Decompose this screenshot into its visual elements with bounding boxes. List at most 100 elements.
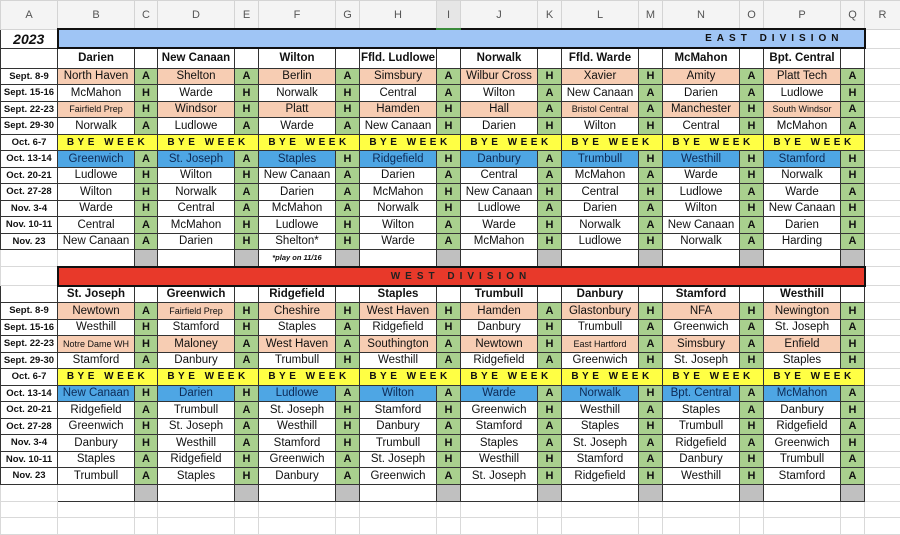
home-away-cell[interactable]: H	[135, 336, 158, 353]
cell[interactable]	[360, 484, 437, 501]
opponent-cell[interactable]: Ridgefield	[58, 402, 135, 419]
cell[interactable]	[764, 501, 841, 518]
week-date[interactable]: Oct. 27-28	[1, 418, 58, 435]
bye-week-cell[interactable]: BYE WEEK	[663, 369, 764, 386]
home-away-cell[interactable]: H	[235, 468, 259, 485]
opponent-cell[interactable]: Manchester	[663, 101, 740, 118]
cell[interactable]	[865, 468, 900, 485]
opponent-cell[interactable]: Xavier	[562, 68, 639, 85]
opponent-cell[interactable]: St. Joseph	[158, 151, 235, 168]
week-date[interactable]: Oct. 6-7	[1, 369, 58, 386]
home-away-cell[interactable]: A	[740, 184, 764, 201]
cell[interactable]	[740, 518, 764, 535]
home-away-cell[interactable]: A	[437, 68, 461, 85]
opponent-cell[interactable]: Greenwich	[58, 418, 135, 435]
home-away-cell[interactable]: A	[538, 352, 562, 369]
cell[interactable]	[461, 501, 538, 518]
opponent-cell[interactable]: Westhill	[158, 435, 235, 452]
opponent-cell[interactable]: Trumbull	[764, 451, 841, 468]
opponent-cell[interactable]: Stamford	[764, 151, 841, 168]
home-away-cell[interactable]: H	[437, 184, 461, 201]
home-away-cell[interactable]: H	[135, 200, 158, 217]
opponent-cell[interactable]: Westhill	[360, 352, 437, 369]
home-away-cell[interactable]: A	[538, 418, 562, 435]
cell[interactable]	[865, 233, 900, 250]
home-away-cell[interactable]: H	[841, 200, 865, 217]
cell[interactable]	[865, 68, 900, 85]
opponent-cell[interactable]: Warde	[764, 184, 841, 201]
cell[interactable]	[663, 518, 740, 535]
home-away-cell[interactable]: A	[235, 151, 259, 168]
column-header-d[interactable]: D	[158, 1, 235, 30]
opponent-cell[interactable]: Ludlowe	[562, 233, 639, 250]
opponent-cell[interactable]: Darien	[158, 385, 235, 402]
home-away-cell[interactable]: A	[135, 451, 158, 468]
cell[interactable]	[58, 250, 135, 267]
opponent-cell[interactable]: Shelton	[158, 68, 235, 85]
home-away-cell[interactable]: A	[235, 68, 259, 85]
opponent-cell[interactable]: Westhill	[58, 319, 135, 336]
cell[interactable]	[865, 451, 900, 468]
team-name-header[interactable]: Staples	[360, 286, 437, 303]
bye-week-cell[interactable]: BYE WEEK	[259, 134, 360, 151]
opponent-cell[interactable]: St. Joseph	[259, 402, 336, 419]
home-away-cell[interactable]: H	[841, 85, 865, 102]
opponent-cell[interactable]: Bpt. Central	[663, 385, 740, 402]
home-away-header[interactable]	[538, 286, 562, 303]
column-header-l[interactable]: L	[562, 1, 639, 30]
cell[interactable]	[259, 501, 336, 518]
column-header-n[interactable]: N	[663, 1, 740, 30]
home-away-cell[interactable]: A	[235, 336, 259, 353]
cell[interactable]	[865, 484, 900, 501]
home-away-cell[interactable]: A	[235, 435, 259, 452]
team-name-header[interactable]: Danbury	[562, 286, 639, 303]
opponent-cell[interactable]: New Canaan	[764, 200, 841, 217]
home-away-cell[interactable]: H	[437, 435, 461, 452]
home-away-cell[interactable]: A	[841, 418, 865, 435]
opponent-cell[interactable]: Greenwich	[562, 352, 639, 369]
home-away-cell[interactable]: H	[235, 233, 259, 250]
home-away-cell[interactable]: A	[841, 468, 865, 485]
cell[interactable]	[865, 217, 900, 234]
opponent-cell[interactable]: Greenwich	[58, 151, 135, 168]
cell[interactable]	[135, 518, 158, 535]
home-away-cell[interactable]: H	[841, 303, 865, 320]
bye-week-cell[interactable]: BYE WEEK	[764, 369, 865, 386]
home-away-cell[interactable]: A	[336, 319, 360, 336]
cell[interactable]	[58, 501, 135, 518]
opponent-cell[interactable]: Norwalk	[58, 118, 135, 135]
opponent-cell[interactable]: Shelton*	[259, 233, 336, 250]
home-away-cell[interactable]: H	[235, 101, 259, 118]
home-away-cell[interactable]: H	[135, 167, 158, 184]
team-name-header[interactable]: Darien	[58, 48, 135, 68]
cell[interactable]	[865, 134, 900, 151]
cell[interactable]	[865, 385, 900, 402]
opponent-cell[interactable]: Greenwich	[259, 451, 336, 468]
opponent-cell[interactable]: Norwalk	[764, 167, 841, 184]
cell[interactable]	[360, 250, 437, 267]
home-away-header[interactable]	[336, 48, 360, 68]
opponent-cell[interactable]: Westhill	[663, 468, 740, 485]
opponent-cell[interactable]: Ridgefield	[158, 451, 235, 468]
column-header-r[interactable]: R	[865, 1, 900, 30]
home-away-cell[interactable]: A	[639, 200, 663, 217]
opponent-cell[interactable]: Stamford	[360, 402, 437, 419]
opponent-cell[interactable]: Norwalk	[360, 200, 437, 217]
home-away-cell[interactable]: H	[841, 167, 865, 184]
opponent-cell[interactable]: NFA	[663, 303, 740, 320]
home-away-cell[interactable]: H	[538, 233, 562, 250]
opponent-cell[interactable]: Danbury	[461, 151, 538, 168]
west-division-banner[interactable]: WEST DIVISION	[58, 267, 865, 286]
cell[interactable]	[158, 484, 235, 501]
home-away-cell[interactable]: H	[437, 200, 461, 217]
cell[interactable]	[235, 518, 259, 535]
opponent-cell[interactable]: Trumbull	[562, 151, 639, 168]
cell[interactable]	[437, 501, 461, 518]
home-away-cell[interactable]: A	[437, 233, 461, 250]
home-away-cell[interactable]: A	[437, 217, 461, 234]
home-away-cell[interactable]: H	[336, 418, 360, 435]
home-away-cell[interactable]: A	[639, 336, 663, 353]
opponent-cell[interactable]: Warde	[663, 167, 740, 184]
opponent-cell[interactable]: East Hartford	[562, 336, 639, 353]
bye-week-cell[interactable]: BYE WEEK	[158, 134, 259, 151]
